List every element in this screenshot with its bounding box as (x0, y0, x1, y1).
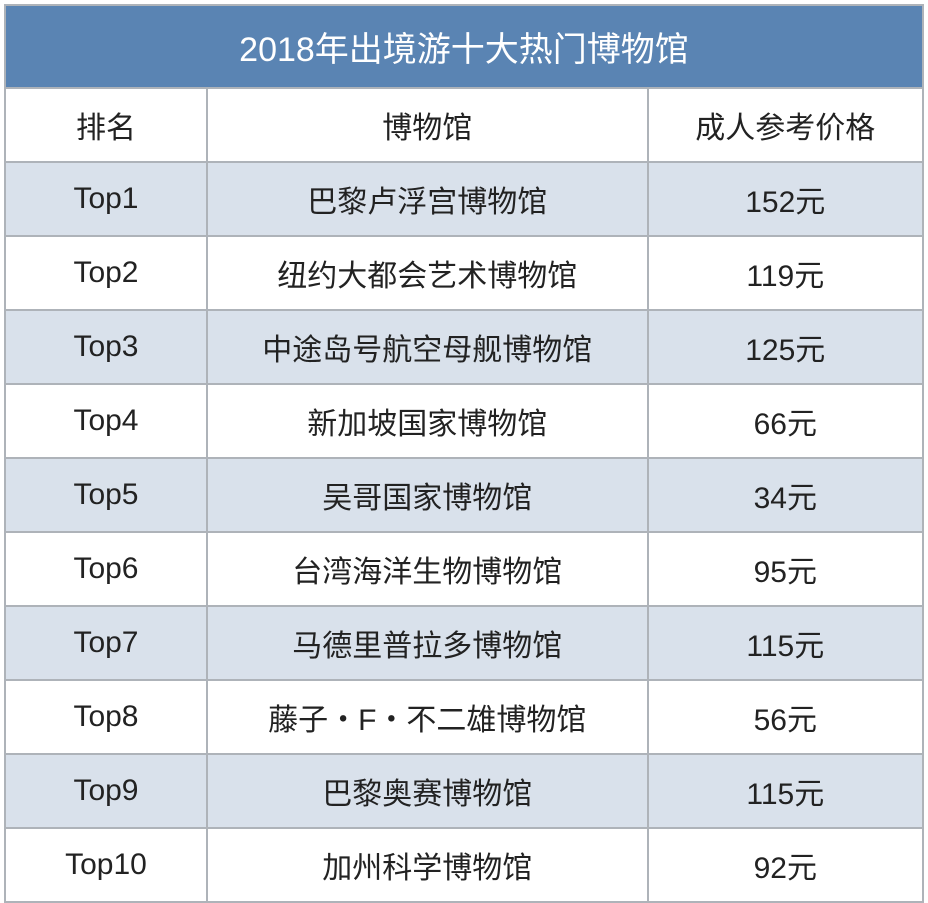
table-row: Top7马德里普拉多博物馆115元 (5, 606, 923, 680)
cell-price: 115元 (648, 606, 923, 680)
cell-rank: Top4 (5, 384, 207, 458)
cell-rank: Top8 (5, 680, 207, 754)
table-row: Top4新加坡国家博物馆66元 (5, 384, 923, 458)
header-museum: 博物馆 (207, 88, 648, 162)
cell-rank: Top6 (5, 532, 207, 606)
cell-price: 115元 (648, 754, 923, 828)
cell-rank: Top1 (5, 162, 207, 236)
cell-price: 125元 (648, 310, 923, 384)
cell-museum: 新加坡国家博物馆 (207, 384, 648, 458)
title-row: 2018年出境游十大热门博物馆 (5, 5, 923, 88)
cell-price: 152元 (648, 162, 923, 236)
header-price: 成人参考价格 (648, 88, 923, 162)
cell-price: 92元 (648, 828, 923, 902)
cell-museum: 台湾海洋生物博物馆 (207, 532, 648, 606)
cell-museum: 巴黎奥赛博物馆 (207, 754, 648, 828)
header-row: 排名 博物馆 成人参考价格 (5, 88, 923, 162)
table-row: Top9巴黎奥赛博物馆115元 (5, 754, 923, 828)
table-title: 2018年出境游十大热门博物馆 (5, 5, 923, 88)
cell-rank: Top9 (5, 754, 207, 828)
cell-museum: 加州科学博物馆 (207, 828, 648, 902)
cell-museum: 中途岛号航空母舰博物馆 (207, 310, 648, 384)
cell-museum: 巴黎卢浮宫博物馆 (207, 162, 648, 236)
cell-price: 34元 (648, 458, 923, 532)
table-row: Top5吴哥国家博物馆34元 (5, 458, 923, 532)
cell-price: 56元 (648, 680, 923, 754)
table-row: Top3中途岛号航空母舰博物馆125元 (5, 310, 923, 384)
cell-museum: 吴哥国家博物馆 (207, 458, 648, 532)
cell-museum: 纽约大都会艺术博物馆 (207, 236, 648, 310)
cell-price: 95元 (648, 532, 923, 606)
cell-rank: Top5 (5, 458, 207, 532)
header-rank: 排名 (5, 88, 207, 162)
table-row: Top10加州科学博物馆92元 (5, 828, 923, 902)
museum-ranking-table: 2018年出境游十大热门博物馆 排名 博物馆 成人参考价格 Top1巴黎卢浮宫博… (4, 4, 924, 903)
cell-price: 66元 (648, 384, 923, 458)
cell-price: 119元 (648, 236, 923, 310)
table-row: Top6台湾海洋生物博物馆95元 (5, 532, 923, 606)
table-row: Top1巴黎卢浮宫博物馆152元 (5, 162, 923, 236)
cell-museum: 马德里普拉多博物馆 (207, 606, 648, 680)
cell-rank: Top7 (5, 606, 207, 680)
table-row: Top2纽约大都会艺术博物馆119元 (5, 236, 923, 310)
cell-rank: Top10 (5, 828, 207, 902)
cell-museum: 藤子・F・不二雄博物馆 (207, 680, 648, 754)
cell-rank: Top2 (5, 236, 207, 310)
table-row: Top8藤子・F・不二雄博物馆56元 (5, 680, 923, 754)
cell-rank: Top3 (5, 310, 207, 384)
